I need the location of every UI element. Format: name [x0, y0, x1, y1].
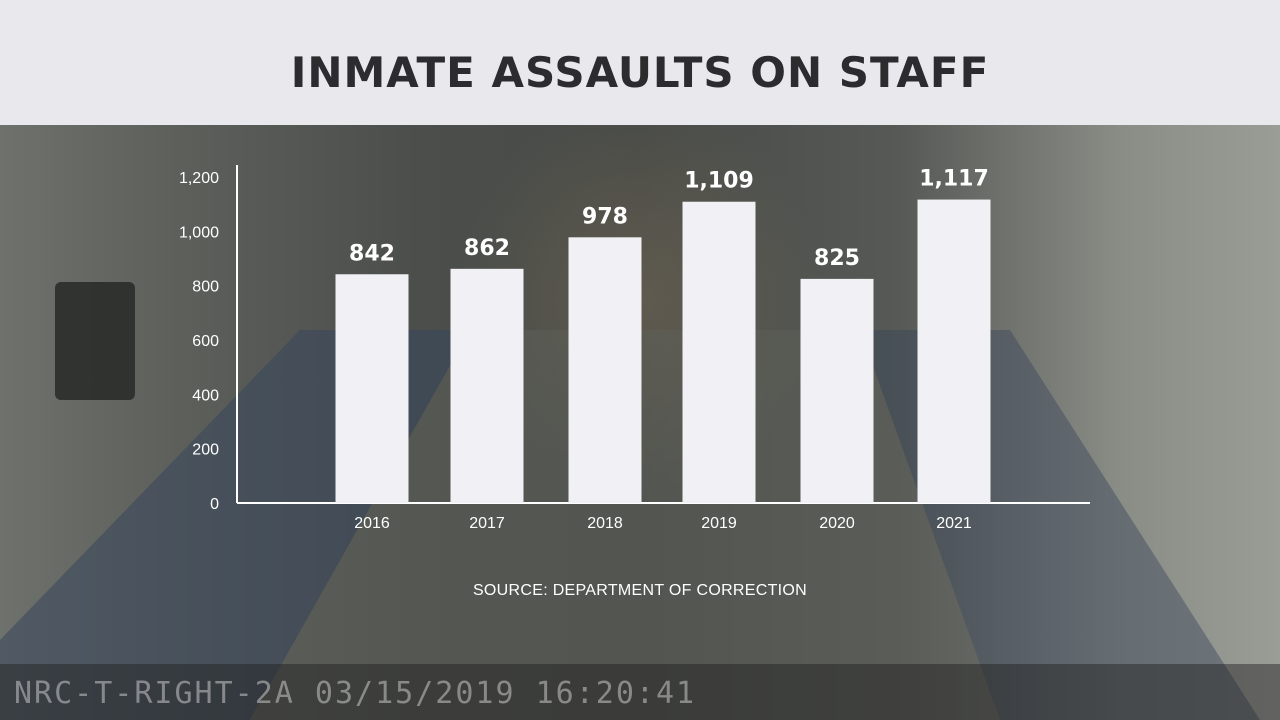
bar-value-label: 1,117 [919, 167, 989, 192]
bar [800, 278, 874, 503]
title-band [0, 0, 1280, 125]
y-tick-label: 400 [192, 387, 219, 404]
chart-title: INMATE ASSAULTS ON STAFF [290, 48, 990, 97]
bar-value-label: 862 [464, 236, 510, 261]
x-tick-label: 2019 [701, 515, 737, 532]
y-tick-label: 600 [192, 333, 219, 350]
x-tick-label: 2018 [587, 515, 623, 532]
x-tick-label: 2016 [354, 515, 390, 532]
chart-bars: 842 2016 862 2017 978 2018 1,109 2019 825 2020 1,1… [335, 167, 991, 532]
bar [335, 274, 409, 503]
y-tick-label: 800 [192, 279, 219, 296]
x-tick-label: 2020 [819, 515, 855, 532]
y-tick-label: 0 [210, 496, 219, 513]
bar [450, 268, 524, 503]
bar [682, 201, 756, 503]
bar-value-label: 1,109 [684, 169, 754, 194]
x-tick-label: 2021 [936, 515, 972, 532]
camera-timestamp-bar: NRC-T-RIGHT-2A 03/15/2019 16:20:41 [0, 664, 1280, 720]
y-tick-label: 1,000 [179, 224, 219, 241]
camera-timestamp: NRC-T-RIGHT-2A 03/15/2019 16:20:41 [14, 676, 697, 711]
x-tick-label: 2017 [469, 515, 505, 532]
bar [568, 237, 642, 503]
source-note: SOURCE: DEPARTMENT OF CORRECTION [472, 582, 808, 599]
bar-value-label: 842 [349, 241, 395, 266]
y-tick-label: 200 [192, 442, 219, 459]
bar [917, 199, 991, 503]
y-tick-label: 1,200 [179, 170, 219, 187]
bar-value-label: 978 [582, 204, 628, 229]
bar-value-label: 825 [814, 246, 860, 271]
